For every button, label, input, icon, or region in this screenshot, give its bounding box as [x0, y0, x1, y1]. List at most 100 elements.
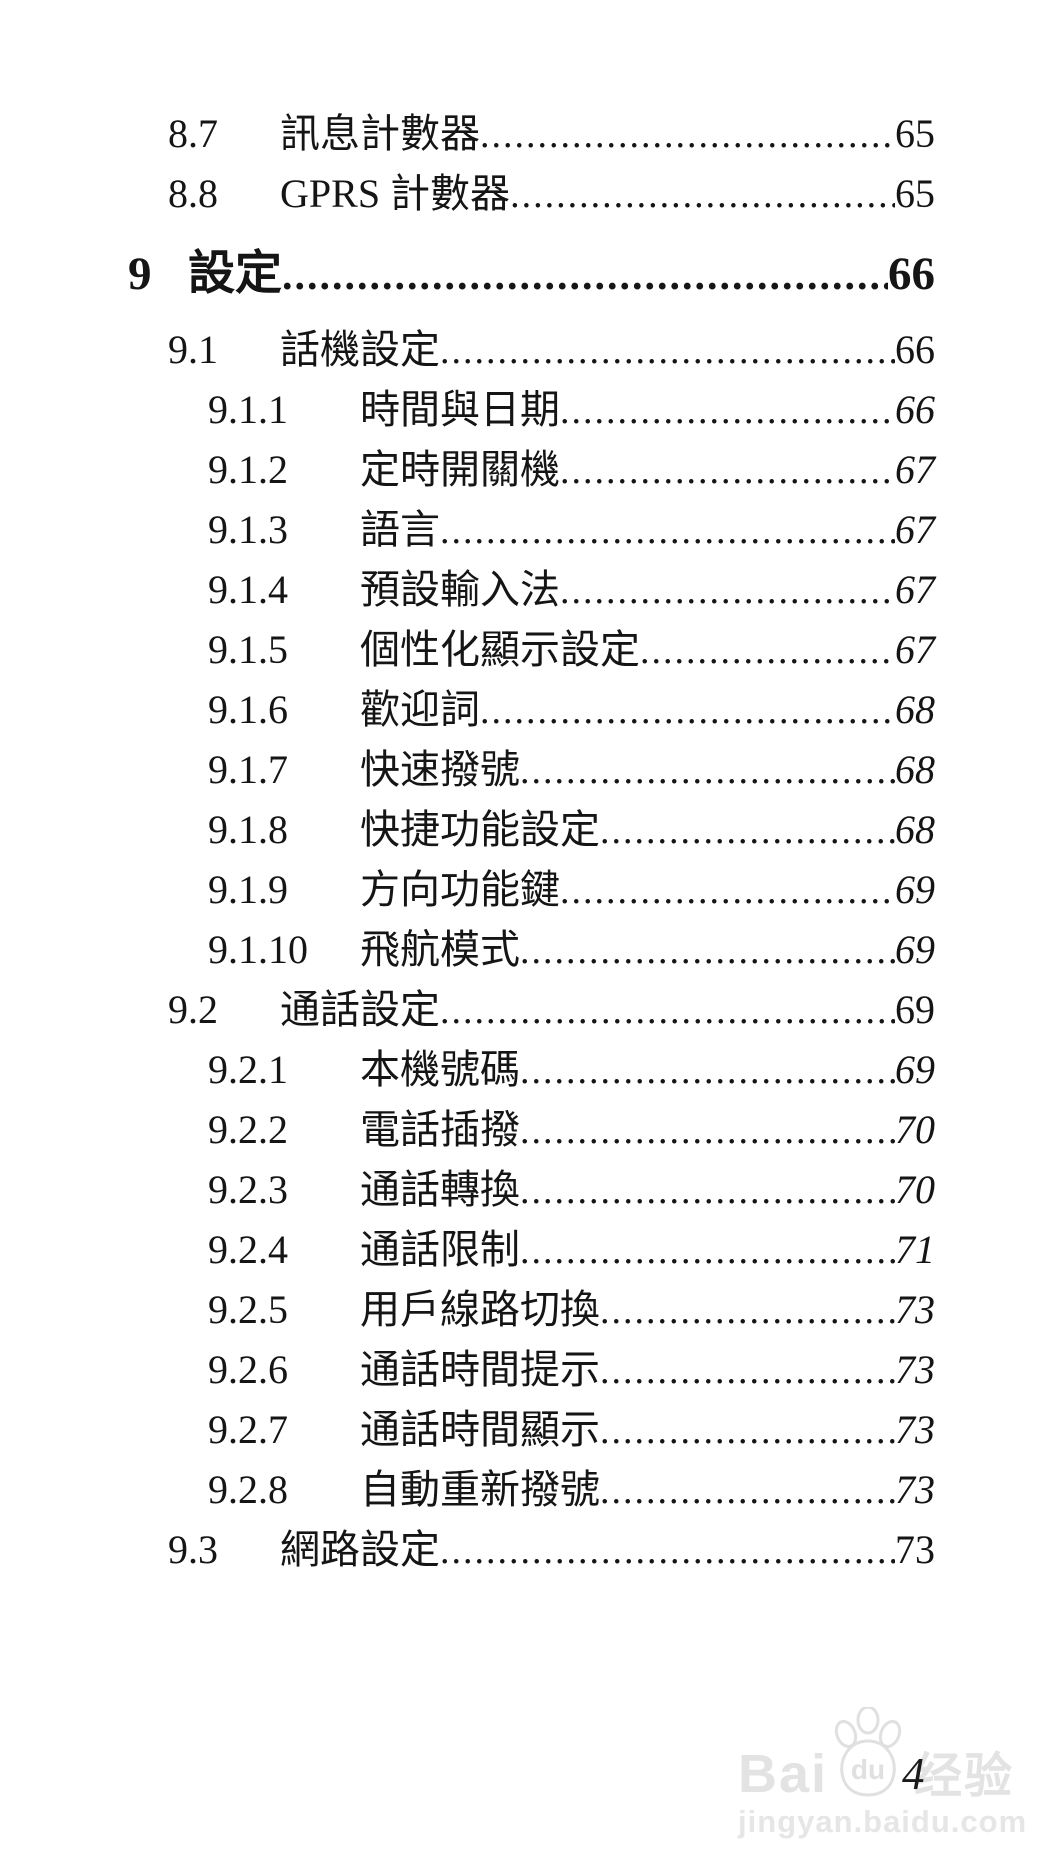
toc-entry-9.1.4: 9.1.4 預設輸入法..............................… — [0, 560, 1044, 620]
toc-entry-label: GPRS 計數器 — [280, 171, 511, 216]
baidu-jingyan-watermark: Bai du 经验 jingyan.baidu.com — [738, 1705, 1028, 1840]
toc-entry-label: 快速撥號 — [360, 747, 520, 792]
toc-entry-9.2.8: 9.2.8 自動重新撥號.............................… — [0, 1460, 1044, 1520]
toc-leader-dots: ........................................… — [600, 1350, 895, 1392]
toc-entry-number: 9.1.5 — [208, 627, 288, 672]
toc-entry-page: 69 — [895, 927, 935, 972]
toc-entry-page: 73 — [895, 1467, 935, 1512]
toc-entry-9.1.6: 9.1.6 歡迎詞................................… — [0, 680, 1044, 740]
toc-entry-number: 9.1.8 — [208, 807, 288, 852]
toc-entry-9.1.2: 9.1.2 定時開關機..............................… — [0, 440, 1044, 500]
toc-entry-label: 自動重新撥號 — [360, 1467, 600, 1512]
table-of-contents: 8.7 訊息計數器................................… — [0, 104, 1044, 1580]
toc-entry-page: 67 — [895, 627, 935, 672]
watermark-suffix-text: 经验 — [914, 1749, 1015, 1803]
toc-entry-label: 快捷功能設定 — [360, 807, 600, 852]
toc-entry-number: 8.7 — [168, 111, 218, 156]
toc-entry-page: 73 — [895, 1407, 935, 1452]
toc-entry-label: 通話時間顯示 — [360, 1407, 600, 1452]
toc-entry-page: 73 — [895, 1347, 935, 1392]
toc-entry-number: 9.2.1 — [208, 1047, 288, 1092]
toc-entry-9.2.2: 9.2.2 電話插撥...............................… — [0, 1100, 1044, 1160]
toc-entry-label: 通話轉換 — [360, 1167, 520, 1212]
toc-entry-8.7: 8.7 訊息計數器................................… — [0, 104, 1044, 164]
watermark-du-text: du — [851, 1754, 885, 1785]
toc-entry-9.1.8: 9.1.8 快捷功能設定.............................… — [0, 800, 1044, 860]
toc-leader-dots: ........................................… — [520, 930, 895, 972]
toc-leader-dots: ........................................… — [440, 990, 895, 1032]
toc-leader-dots: ........................................… — [510, 174, 895, 216]
toc-entry-8.8: 8.8 GPRS 計數器.............................… — [0, 164, 1044, 224]
toc-entry-label: 網路設定 — [280, 1527, 440, 1572]
baidu-paw-icon: du — [830, 1705, 908, 1804]
toc-entry-label: 歡迎詞 — [360, 687, 480, 732]
toc-leader-dots: ........................................… — [440, 510, 895, 552]
toc-entry-9.2.4: 9.2.4 通話限制...............................… — [0, 1220, 1044, 1280]
toc-entry-page: 69 — [895, 987, 935, 1032]
toc-entry-number: 9.1.1 — [208, 387, 288, 432]
toc-entry-number: 9.1.3 — [208, 507, 288, 552]
toc-entry-9.2.3: 9.2.3 通話轉換...............................… — [0, 1160, 1044, 1220]
toc-entry-9.1.9: 9.1.9 方向功能鍵..............................… — [0, 860, 1044, 920]
toc-entry-9.2.6: 9.2.6 通話時間提示.............................… — [0, 1340, 1044, 1400]
toc-entry-number: 9.1.9 — [208, 867, 288, 912]
toc-entry-page: 65 — [895, 171, 935, 216]
toc-entry-number: 9.2.8 — [208, 1467, 288, 1512]
toc-leader-dots: ........................................… — [480, 114, 895, 156]
toc-leader-dots: ........................................… — [560, 870, 895, 912]
toc-entry-label: 訊息計數器 — [280, 111, 480, 156]
toc-leader-dots: ........................................… — [600, 1290, 895, 1332]
toc-entry-label: 本機號碼 — [360, 1047, 520, 1092]
toc-entry-page: 66 — [895, 327, 935, 372]
toc-entry-number: 9.1.10 — [208, 927, 308, 972]
watermark-logo-row: Bai du 经验 — [738, 1705, 1027, 1805]
toc-entry-label: 飛航模式 — [360, 927, 520, 972]
toc-entry-number: 9.1.6 — [208, 687, 288, 732]
toc-leader-dots: ........................................… — [560, 570, 895, 612]
toc-entry-9: 9 設定.....................................… — [0, 242, 1044, 306]
watermark-url: jingyan.baidu.com — [738, 1804, 1028, 1839]
toc-entry-number: 9.1.4 — [208, 567, 288, 612]
toc-entry-9.1.5: 9.1.5 個性化顯示設定............................… — [0, 620, 1044, 680]
toc-leader-dots: ........................................… — [480, 690, 895, 732]
toc-entry-number: 9.2 — [168, 987, 218, 1032]
toc-entry-label: 語言 — [360, 507, 440, 552]
toc-entry-number: 9.2.4 — [208, 1227, 288, 1272]
toc-entry-9.2.5: 9.2.5 用戶線路切換.............................… — [0, 1280, 1044, 1340]
toc-entry-number: 8.8 — [168, 171, 218, 216]
toc-entry-page: 69 — [895, 867, 935, 912]
toc-entry-9.2: 9.2 通話設定.................................… — [0, 980, 1044, 1040]
toc-entry-9.1: 9.1 話機設定.................................… — [0, 320, 1044, 380]
toc-leader-dots: ........................................… — [282, 253, 888, 299]
toc-leader-dots: ........................................… — [640, 630, 895, 672]
toc-leader-dots: ........................................… — [600, 1410, 895, 1452]
toc-entry-label: 用戶線路切換 — [360, 1287, 600, 1332]
watermark-brand-text: Bai — [738, 1744, 829, 1805]
toc-entry-label: 通話設定 — [280, 987, 440, 1032]
toc-entry-9.1.10: 9.1.10 飛航模式..............................… — [0, 920, 1044, 980]
toc-entry-page: 66 — [895, 387, 935, 432]
toc-entry-page: 68 — [895, 747, 935, 792]
toc-entry-label: 通話限制 — [360, 1227, 520, 1272]
toc-entry-label: 通話時間提示 — [360, 1347, 600, 1392]
toc-entry-number: 9.1.2 — [208, 447, 288, 492]
toc-entry-number: 9 — [128, 248, 152, 300]
toc-entry-number: 9.1.7 — [208, 747, 288, 792]
toc-entry-label: 個性化顯示設定 — [360, 627, 640, 672]
toc-leader-dots: ........................................… — [520, 1050, 895, 1092]
toc-entry-9.3: 9.3 網路設定.................................… — [0, 1520, 1044, 1580]
toc-entry-label: 電話插撥 — [360, 1107, 520, 1152]
toc-entry-page: 68 — [895, 807, 935, 852]
toc-entry-label: 預設輸入法 — [360, 567, 560, 612]
toc-entry-page: 67 — [895, 447, 935, 492]
toc-entry-page: 71 — [895, 1227, 935, 1272]
toc-leader-dots: ........................................… — [520, 750, 895, 792]
toc-leader-dots: ........................................… — [560, 390, 895, 432]
toc-entry-label: 話機設定 — [280, 327, 440, 372]
toc-entry-page: 67 — [895, 567, 935, 612]
toc-entry-page: 73 — [895, 1287, 935, 1332]
toc-leader-dots: ........................................… — [520, 1230, 895, 1272]
toc-entry-number: 9.2.5 — [208, 1287, 288, 1332]
toc-entry-page: 66 — [888, 248, 935, 300]
toc-entry-number: 9.2.6 — [208, 1347, 288, 1392]
